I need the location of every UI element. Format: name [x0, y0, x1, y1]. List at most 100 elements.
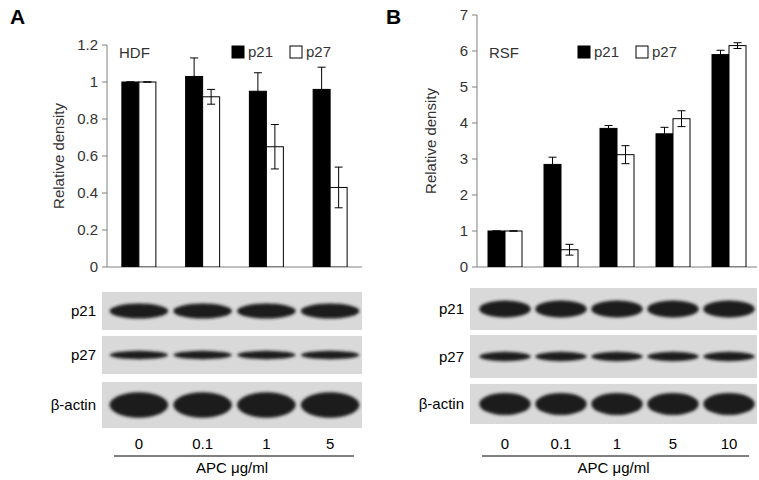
- legend: p21p27: [232, 43, 331, 60]
- bar: [139, 82, 156, 267]
- error-cap: [126, 82, 134, 83]
- y-tick-label: 7: [460, 6, 468, 23]
- blot-band: [535, 352, 587, 361]
- y-tick: [102, 230, 107, 231]
- error-bar: [717, 50, 725, 59]
- bars: [488, 43, 746, 267]
- error-cap: [678, 126, 686, 127]
- y-tick: [102, 156, 107, 157]
- error-bar: [143, 82, 151, 83]
- bar: [505, 231, 522, 267]
- blot-background: [102, 382, 362, 428]
- error-cap: [271, 124, 279, 125]
- error-cap: [493, 231, 501, 232]
- error-cap: [605, 125, 613, 126]
- y-tick-label: 0.6: [77, 147, 98, 164]
- error-cap: [190, 57, 198, 58]
- bar: [249, 91, 266, 267]
- figure: A00.20.40.60.811.2Relative densityHDFp21…: [0, 0, 759, 480]
- error-bar: [493, 231, 501, 232]
- bar: [203, 97, 220, 267]
- y-tick: [102, 193, 107, 194]
- error-bar: [207, 89, 215, 104]
- blot-background: [102, 292, 362, 330]
- legend-swatch: [578, 46, 590, 58]
- error-cap: [717, 50, 725, 51]
- error-bar: [510, 231, 518, 232]
- error-bar: [126, 82, 134, 83]
- y-axis: [477, 15, 478, 267]
- blot-band: [647, 301, 699, 318]
- error-cap: [661, 127, 669, 128]
- error-bar: [566, 244, 574, 255]
- bar: [544, 164, 561, 267]
- error-cap: [734, 42, 742, 43]
- error-bar: [335, 167, 343, 208]
- error-line: [211, 89, 212, 104]
- error-cap: [143, 82, 151, 83]
- y-tick: [472, 87, 477, 88]
- error-bar: [254, 73, 262, 110]
- error-cap: [717, 58, 725, 59]
- blot-label: β-actin: [419, 395, 464, 412]
- legend-swatch: [290, 46, 302, 58]
- title: RSF: [489, 44, 519, 61]
- error-cap: [566, 255, 574, 256]
- bars: [122, 58, 347, 267]
- x-tick-label: 0: [135, 435, 143, 452]
- error-line: [552, 157, 553, 171]
- blot-band: [479, 352, 531, 361]
- error-cap: [493, 231, 501, 232]
- error-line: [194, 58, 195, 95]
- x-tick-label: 0: [501, 435, 509, 452]
- error-cap: [318, 67, 326, 68]
- bar: [673, 119, 690, 267]
- blot-band: [110, 392, 169, 417]
- y-tick: [472, 159, 477, 160]
- error-line: [664, 127, 665, 140]
- x-tick-label: 10: [721, 435, 738, 452]
- blot-background: [470, 335, 757, 378]
- error-cap: [549, 171, 557, 172]
- y-tick-label: 4: [460, 114, 468, 131]
- blots: [470, 288, 757, 424]
- bar: [488, 231, 505, 267]
- x-underline: [482, 456, 749, 457]
- x-underline: [114, 456, 354, 457]
- error-bar: [605, 126, 613, 132]
- y-tick-label: 0: [90, 258, 98, 275]
- blot-band: [237, 351, 296, 359]
- error-line: [608, 126, 609, 132]
- y-tick-label: 0.4: [77, 184, 98, 201]
- y-tick: [472, 51, 477, 52]
- x-label: APC μg/ml: [578, 459, 650, 476]
- error-cap: [271, 168, 279, 169]
- legend-label: p27: [306, 43, 331, 60]
- y-tick: [472, 195, 477, 196]
- error-cap: [254, 109, 262, 110]
- blot-band: [647, 393, 699, 415]
- legend-label: p27: [652, 43, 677, 60]
- title: HDF: [119, 44, 150, 61]
- panel-letter: B: [386, 5, 401, 28]
- blot-label: p21: [439, 300, 464, 317]
- error-cap: [335, 167, 343, 168]
- error-line: [569, 244, 570, 255]
- blot-band: [173, 392, 232, 417]
- x-tick-label: 0.1: [192, 435, 213, 452]
- y-tick: [472, 15, 477, 16]
- x-tick-label: 5: [669, 435, 677, 452]
- error-line: [681, 111, 682, 127]
- error-bar: [318, 67, 326, 111]
- y-tick-label: 3: [460, 150, 468, 167]
- x-tick-label: 0.1: [551, 435, 572, 452]
- blot-background: [470, 288, 757, 330]
- legend-swatch: [636, 46, 648, 58]
- error-bar: [678, 111, 686, 127]
- y-tick: [102, 119, 107, 120]
- blot-band: [703, 301, 755, 318]
- blot-band: [110, 351, 169, 359]
- x-label: APC μg/ml: [196, 459, 268, 476]
- blot-label: p27: [71, 346, 96, 363]
- y-tick: [472, 123, 477, 124]
